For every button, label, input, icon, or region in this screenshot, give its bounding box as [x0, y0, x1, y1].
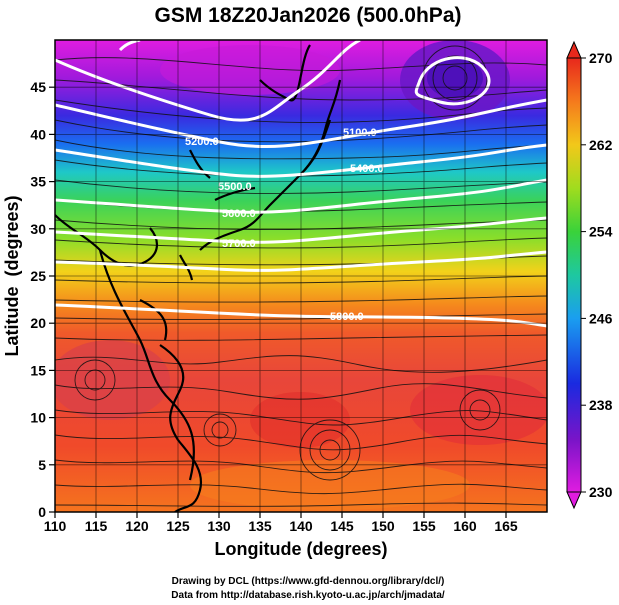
y-tick-label: 15: [30, 362, 46, 378]
contour-labels: 5100.0 5200.0 5400.0 5500.0 5600.0 5700.…: [185, 127, 384, 323]
footer-drawing-credit: Drawing by DCL (https://www.gfd-dennou.o…: [172, 576, 445, 587]
x-tick-label: 140: [289, 518, 313, 534]
cold-low-inner: [427, 58, 483, 98]
contour-label-5400: 5400.0: [350, 163, 384, 175]
x-axis-ticks: 110 115 120 125 130 135 140 145 150 155 160 165: [44, 512, 518, 534]
y-tick-label: 25: [30, 268, 46, 284]
colorbar-tick-label: 246: [589, 310, 613, 326]
graticule: [55, 40, 547, 512]
red-patch-west: [55, 340, 170, 420]
colorbar-ticks: 230 238 246 254 262 270: [581, 50, 613, 500]
y-tick-label: 45: [30, 79, 46, 95]
x-tick-label: 120: [125, 518, 149, 534]
plot-title: GSM 18Z20Jan2026 (500.0hPa): [154, 4, 461, 27]
contour-label-5800: 5800.0: [330, 311, 364, 323]
colorbar-tick-label: 254: [589, 224, 613, 240]
x-tick-label: 115: [85, 518, 108, 534]
x-tick-label: 150: [371, 518, 395, 534]
colorbar-top-arrow: [566, 40, 582, 59]
colorbar: 230 238 246 254 262 270: [566, 40, 613, 510]
x-tick-label: 155: [412, 518, 436, 534]
colorbar-scale: [566, 57, 582, 493]
y-tick-label: 40: [30, 126, 46, 142]
y-tick-label: 35: [30, 174, 46, 190]
map-plot-area: 5100.0 5200.0 5400.0 5500.0 5600.0 5700.…: [55, 40, 547, 512]
x-tick-label: 125: [166, 518, 190, 534]
y-axis-label: Latitude (degrees): [2, 195, 22, 356]
colorbar-bottom-arrow: [566, 491, 582, 510]
y-tick-label: 5: [38, 457, 46, 473]
colorbar-tick-label: 230: [589, 484, 613, 500]
y-tick-label: 0: [38, 504, 46, 520]
contour-label-5600: 5600.0: [222, 208, 256, 220]
contour-label-5700: 5700.0: [222, 238, 256, 250]
warm-tongue: [160, 45, 340, 95]
x-tick-label: 110: [44, 518, 67, 534]
contour-label-5100: 5100.0: [343, 127, 377, 139]
contour-label-5500: 5500.0: [218, 181, 252, 193]
y-tick-label: 20: [30, 315, 46, 331]
x-tick-label: 165: [494, 518, 518, 534]
y-axis-ticks: 0 5 10 15 20 25 30 35 40 45: [30, 79, 55, 520]
colorbar-tick-label: 238: [589, 397, 613, 413]
colorbar-tick-label: 262: [589, 137, 613, 153]
y-tick-label: 30: [30, 221, 46, 237]
colorbar-tick-label: 270: [589, 50, 613, 66]
orange-patch-south: [190, 460, 470, 510]
geopotential-contours: [55, 40, 547, 328]
x-tick-label: 145: [330, 518, 354, 534]
y-tick-label: 10: [30, 410, 46, 426]
contour-label-5200: 5200.0: [185, 136, 219, 148]
red-patch-east: [410, 375, 547, 445]
x-tick-label: 130: [207, 518, 231, 534]
x-tick-label: 160: [453, 518, 477, 534]
footer-data-source: Data from http://database.rish.kyoto-u.a…: [171, 590, 445, 601]
x-axis-label: Longitude (degrees): [214, 539, 387, 559]
x-tick-label: 135: [248, 518, 272, 534]
red-patch-center: [250, 392, 350, 448]
